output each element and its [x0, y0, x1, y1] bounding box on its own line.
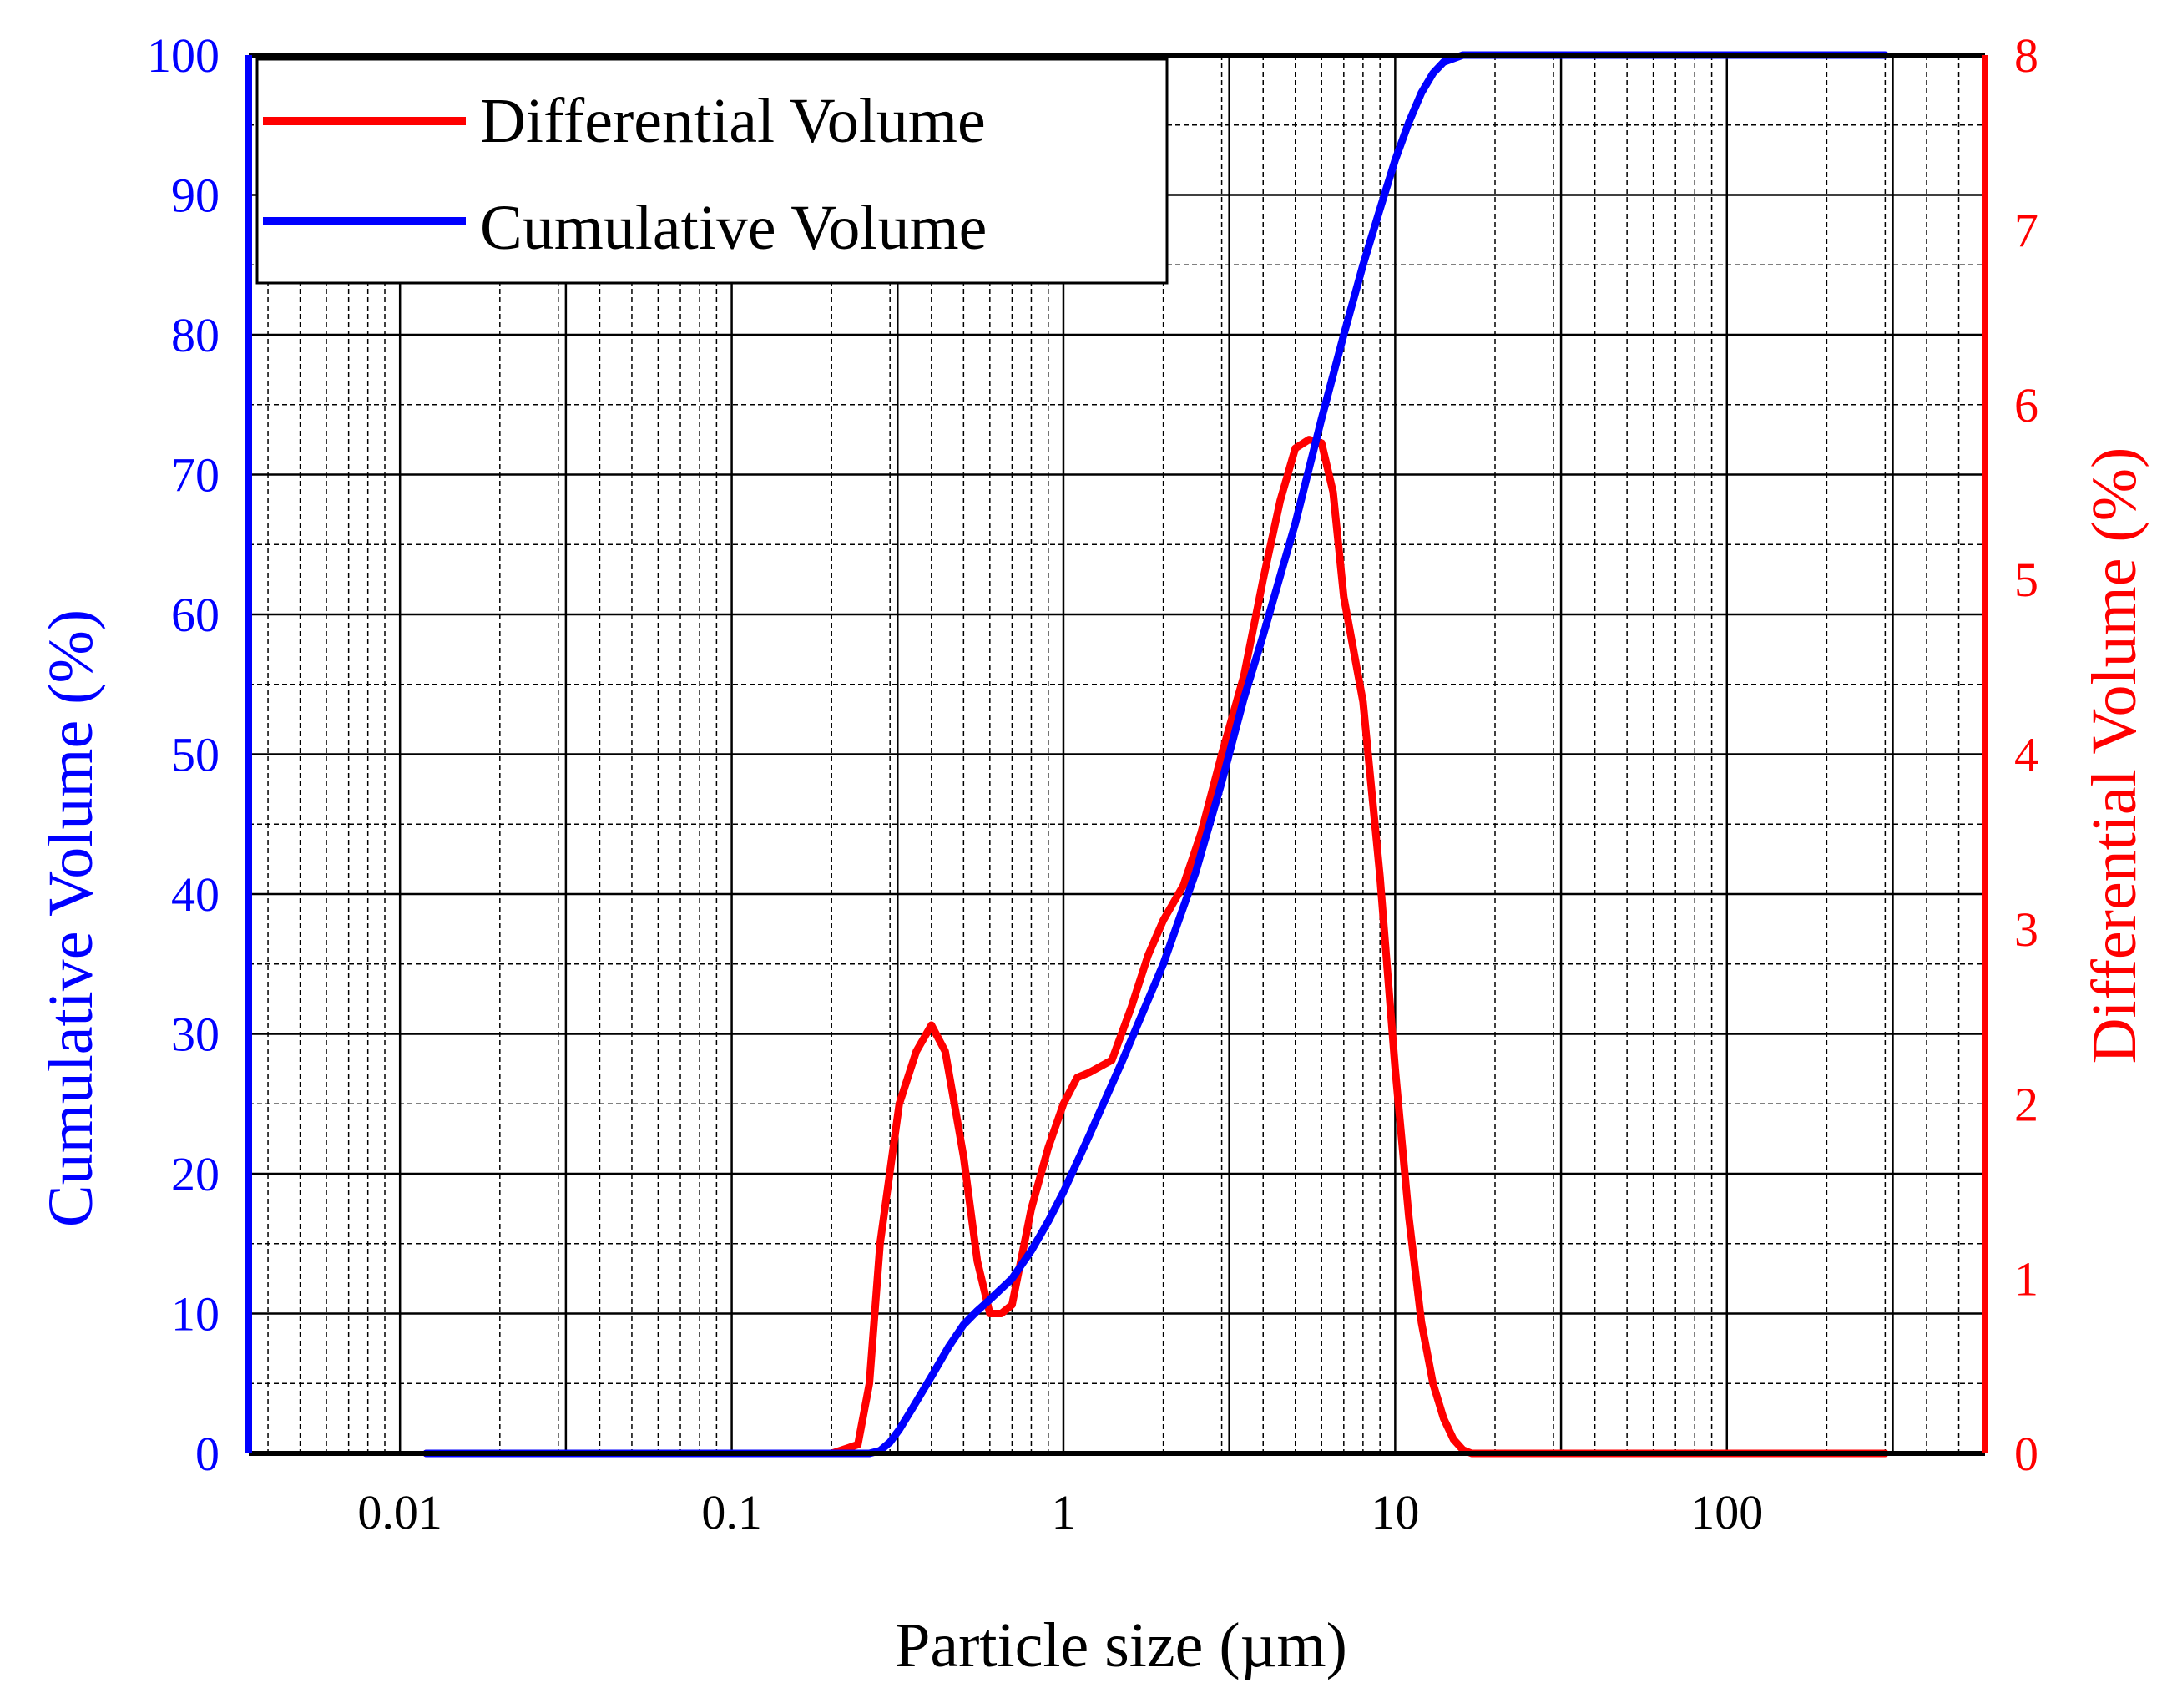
series-layer [422, 51, 1889, 1458]
grid [249, 53, 1985, 1455]
y-right-tick-label: 0 [2014, 1427, 2038, 1481]
y-left-tick-label: 20 [171, 1147, 220, 1201]
series-line-differential-volume [422, 436, 1889, 1458]
y-left-tick-label: 60 [171, 588, 220, 642]
x-tick-label: 100 [1690, 1485, 1763, 1539]
y-right-tick-label: 4 [2014, 728, 2038, 782]
x-tick-label: 10 [1371, 1485, 1419, 1539]
x-tick-label: 1 [1051, 1485, 1075, 1539]
y-left-tick-label: 80 [171, 308, 220, 362]
legend-label-cumulative: Cumulative Volume [480, 193, 987, 263]
y-right-tick-label: 3 [2014, 902, 2038, 957]
y-right-tick-label: 1 [2014, 1252, 2038, 1306]
y-left-tick-label: 50 [171, 728, 220, 782]
axes [245, 53, 1988, 1456]
y-right-axis-title: Differential Volume (%) [2079, 447, 2149, 1064]
y-left-tick-label: 40 [171, 867, 220, 922]
y-right-tick-label: 6 [2014, 378, 2038, 432]
x-tick-label: 0.1 [701, 1485, 762, 1539]
y-right-tick-label: 7 [2014, 203, 2038, 257]
y-right-tick-label: 5 [2014, 553, 2038, 607]
y-left-tick-label: 10 [171, 1287, 220, 1342]
y-left-axis-title: Cumulative Volume (%) [36, 609, 106, 1227]
y-left-tick-label: 0 [195, 1427, 220, 1481]
legend-label-differential: Differential Volume [480, 86, 986, 156]
y-right-tick-label: 8 [2014, 28, 2038, 83]
legend-box [255, 58, 1169, 285]
series-line-cumulative-volume [422, 51, 1889, 1458]
y-left-tick-label: 90 [171, 169, 220, 223]
y-left-tick-label: 100 [147, 28, 220, 83]
legend: Differential Volume Cumulative Volume [255, 58, 1169, 285]
x-axis-title: Particle size (µm) [895, 1610, 1347, 1680]
y-left-tick-label: 70 [171, 448, 220, 503]
y-left-tick-label: 30 [171, 1008, 220, 1062]
y-right-tick-label: 2 [2014, 1077, 2038, 1131]
tick-labels: 0 10 20 30 40 50 60 70 80 90 100 0 1 2 3 4 5 6 7 8 0.01 0.1 1 1… [147, 28, 2038, 1539]
x-tick-label: 0.01 [357, 1485, 442, 1539]
